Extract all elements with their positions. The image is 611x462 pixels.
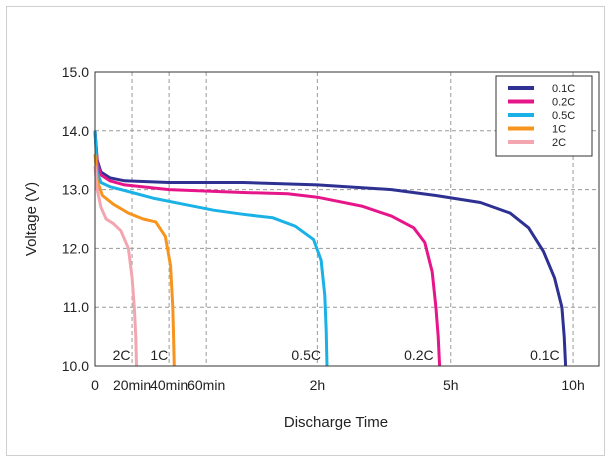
series-line-0.5C: [93, 130, 329, 367]
legend-label: 2C: [552, 137, 566, 149]
y-tick-label: 14.0: [62, 123, 89, 139]
series-end-label: 2C: [113, 347, 131, 363]
y-tick-label: 13.0: [62, 182, 89, 198]
x-tick-label: 0: [91, 377, 99, 393]
x-tick-label: 2h: [310, 377, 326, 393]
series-line-2C: [93, 165, 138, 367]
legend-label: 0.5C: [552, 110, 575, 122]
x-axis-label: Discharge Time: [284, 414, 388, 431]
x-tick-label: 10h: [561, 377, 584, 393]
y-axis-label: Voltage (V): [23, 182, 40, 256]
series-line-0.2C: [93, 130, 442, 367]
series-lines: [93, 130, 568, 367]
series-end-label: 0.2C: [404, 347, 434, 363]
plot-border: [94, 71, 600, 367]
x-tick-label: 40min: [150, 377, 188, 393]
series-end-labels: 0.1C 0.2C 0.5C 1C 2C: [113, 347, 560, 363]
legend-label: 1C: [552, 124, 566, 136]
series-end-label: 0.1C: [530, 347, 560, 363]
y-tick-labels: 10.0 11.0 12.0 13.0 14.0 15.0: [62, 64, 89, 374]
series-line-0.1C: [93, 130, 568, 367]
x-tick-label: 60min: [187, 377, 225, 393]
series-end-label: 1C: [150, 347, 168, 363]
y-tick-label: 10.0: [62, 358, 89, 374]
legend-label: 0.2C: [552, 97, 575, 109]
y-tick-label: 12.0: [62, 240, 89, 256]
x-tick-label: 20min: [113, 377, 151, 393]
series-line-1C: [93, 154, 176, 367]
y-tick-label: 15.0: [62, 64, 89, 80]
legend-label: 0.1C: [552, 83, 575, 95]
series-end-label: 0.5C: [291, 347, 321, 363]
x-tick-label: 5h: [443, 377, 459, 393]
y-tick-label: 11.0: [63, 299, 89, 315]
